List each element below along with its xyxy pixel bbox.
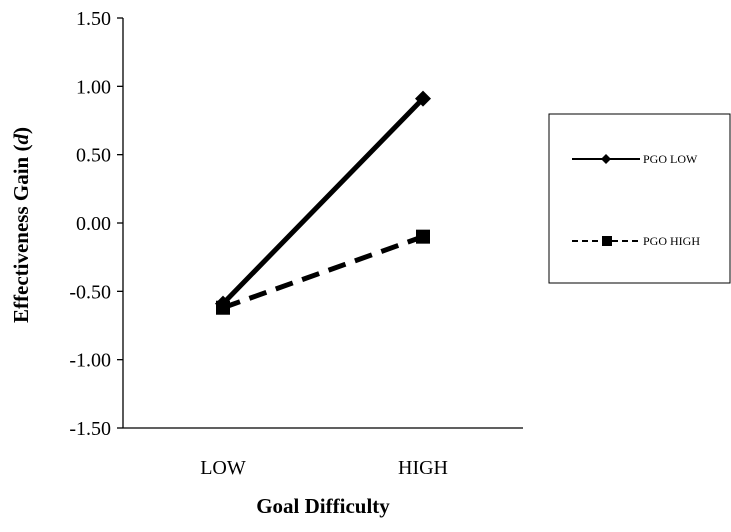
x-axis-title: Goal Difficulty <box>256 494 390 518</box>
x-ticks: LOW HIGH <box>200 457 448 479</box>
legend-entry-pgo-high: PGO HIGH <box>572 234 700 248</box>
y-tick-label: -0.50 <box>69 281 111 303</box>
series-line-pgo-high <box>222 234 424 311</box>
legend-label-pgo-low: PGO LOW <box>643 152 698 166</box>
y-tick-label: 0.50 <box>76 145 111 167</box>
y-tick-label: -1.50 <box>69 418 111 440</box>
y-tick-label: 1.00 <box>76 76 111 98</box>
y-tick-label: 0.00 <box>76 213 111 235</box>
y-tick-label: -1.00 <box>69 350 111 372</box>
x-tick-label: HIGH <box>398 457 448 479</box>
data-point-square <box>416 229 430 244</box>
y-tick-label: 1.50 <box>76 8 111 30</box>
series-line-pgo-low <box>221 96 425 306</box>
legend: PGO LOW PGO HIGH <box>548 113 731 284</box>
legend-marker-diamond <box>601 154 611 164</box>
legend-marker-square <box>602 236 612 246</box>
series-group <box>215 90 431 315</box>
y-axis-title-italic: d <box>9 134 33 145</box>
legend-entry-pgo-low: PGO LOW <box>572 152 698 166</box>
y-axis-title: Effectiveness Gain (d) <box>9 127 33 323</box>
legend-label-pgo-high: PGO HIGH <box>643 234 700 248</box>
x-tick-label: LOW <box>200 457 246 479</box>
y-axis-title-main: Effectiveness Gain ( <box>9 145 33 323</box>
legend-box <box>548 113 731 284</box>
data-point-square <box>216 300 230 315</box>
y-ticks: 1.50 1.00 0.50 0.00 -0.50 -1.00 -1.50 <box>69 8 123 440</box>
data-point-diamond <box>415 90 431 107</box>
y-axis-title-close: ) <box>9 127 33 134</box>
